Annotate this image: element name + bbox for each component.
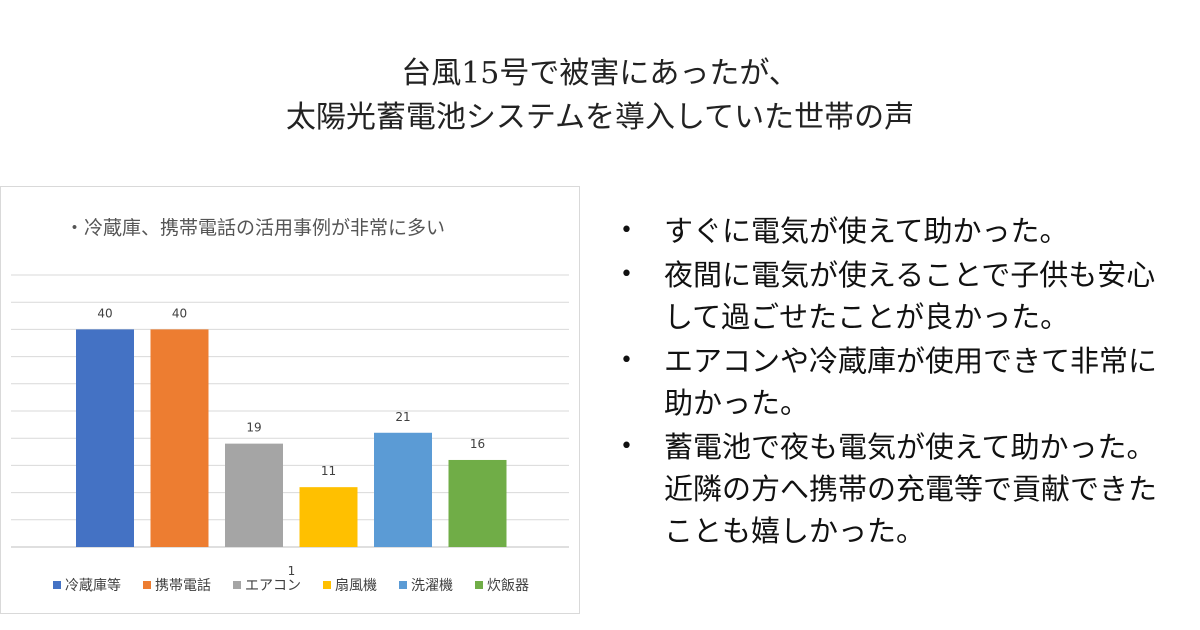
bar-0	[76, 329, 134, 547]
legend-swatch	[475, 581, 483, 589]
bar-1	[150, 329, 209, 547]
voice-item: • すぐに電気が使えて助かった。	[612, 210, 1182, 252]
voice-item: • エアコンや冷蔵庫が使用できて非常に助かった。	[612, 340, 1182, 424]
data-label: 40	[172, 306, 187, 320]
legend-item: 炊飯器	[475, 575, 529, 595]
data-label: 16	[470, 437, 485, 451]
legend-item: 冷蔵庫等	[53, 575, 121, 595]
voice-item: • 蓄電池で夜も電気が使えて助かった。近隣の方へ携帯の充電等で貢献できたことも嬉し…	[612, 426, 1182, 552]
slide-title-line2: 太陽光蓄電池システムを導入していた世帯の声	[285, 100, 915, 135]
chart-annotation: 1	[288, 564, 296, 578]
data-label: 21	[395, 410, 410, 424]
legend-label: エアコン	[245, 578, 301, 594]
legend-swatch	[233, 581, 241, 589]
bar-3	[299, 487, 358, 547]
legend-item: エアコン	[233, 575, 301, 595]
slide-title-line1: 台風15号で被害にあったが、	[401, 56, 799, 91]
voice-text: 夜間に電気が使えることで子供も安心して過ごせたことが良かった。	[664, 258, 1156, 334]
legend-label: 扇風機	[335, 578, 377, 594]
data-label: 40	[97, 306, 112, 320]
bar-2	[225, 443, 283, 547]
voice-item: • 夜間に電気が使えることで子供も安心して過ごせたことが良かった。	[612, 254, 1182, 338]
legend-label: 洗濯機	[411, 578, 453, 594]
legend-swatch	[399, 581, 407, 589]
bullet-dot: •	[620, 434, 633, 459]
legend-swatch	[53, 581, 61, 589]
legend-swatch	[323, 581, 331, 589]
chart-title: ・冷蔵庫、携帯電話の活用事例が非常に多い	[65, 217, 446, 239]
bullet-dot: •	[620, 348, 633, 373]
bar-5	[448, 459, 507, 547]
voice-text: すぐに電気が使えて助かった。	[664, 214, 1069, 248]
legend-swatch	[143, 581, 151, 589]
legend-item: 携帯電話	[143, 575, 211, 595]
voice-text: エアコンや冷蔵庫が使用できて非常に助かった。	[664, 344, 1158, 420]
data-label: 11	[321, 464, 336, 478]
legend-item: 扇風機	[323, 575, 377, 595]
voice-text: 蓄電池で夜も電気が使えて助かった。近隣の方へ携帯の充電等で貢献できたことも嬉しか…	[664, 430, 1158, 548]
bar-4	[374, 432, 432, 547]
legend-label: 冷蔵庫等	[65, 578, 121, 594]
legend-item: 洗濯機	[399, 575, 453, 595]
chart-legend: 冷蔵庫等 携帯電話 エアコン 扇風機 洗濯機 炊飯器	[53, 575, 573, 595]
slide-title: 台風15号で被害にあったが、 太陽光蓄電池システムを導入していた世帯の声	[0, 52, 1200, 140]
chart-panel: ・冷蔵庫、携帯電話の活用事例が非常に多い 40 40 19 11 21 16 1 冷蔵庫等 携…	[0, 186, 580, 614]
data-label: 19	[246, 421, 261, 435]
bar-chart: 40 40 19 11 21 16 1	[11, 274, 569, 578]
bullet-dot: •	[620, 262, 633, 287]
voice-list: • すぐに電気が使えて助かった。 • 夜間に電気が使えることで子供も安心して過ごせたこ…	[612, 210, 1182, 554]
bullet-dot: •	[620, 218, 633, 243]
legend-label: 炊飯器	[487, 578, 529, 594]
legend-label: 携帯電話	[155, 578, 211, 594]
